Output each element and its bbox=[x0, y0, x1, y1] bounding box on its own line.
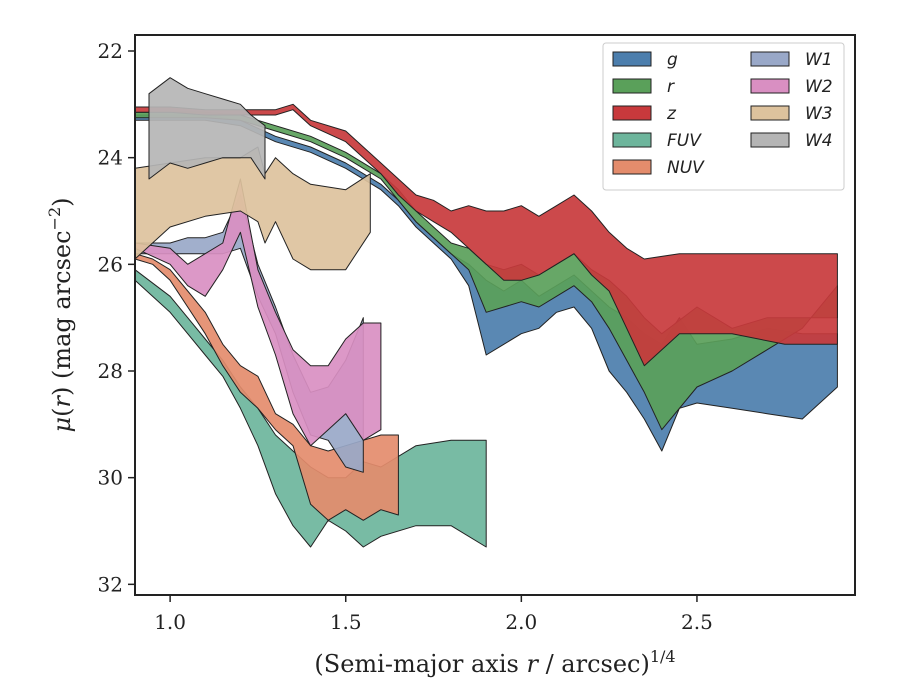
legend-swatch-z bbox=[612, 105, 652, 121]
legend-swatch-w3 bbox=[750, 105, 790, 121]
band-w4 bbox=[148, 77, 266, 180]
legend-label-w2: W2 bbox=[805, 77, 833, 97]
legend-label-w1: W1 bbox=[805, 50, 833, 70]
x-tick-label: 1.5 bbox=[330, 610, 362, 634]
legend-swatch-w1 bbox=[750, 51, 790, 67]
y-tick-label: 24 bbox=[98, 146, 123, 170]
legend-label-z: z bbox=[666, 104, 677, 124]
axis-ticks: 1.0 1.5 2.0 2.5 22 24 26 28 30 32 bbox=[98, 39, 713, 634]
legend-label-w3: W3 bbox=[805, 104, 833, 124]
x-tick-label: 1.0 bbox=[154, 610, 186, 634]
y-tick-label: 28 bbox=[98, 359, 123, 383]
y-tick-label: 26 bbox=[98, 252, 123, 276]
plot-frame bbox=[134, 34, 856, 596]
legend-label-nuv: NUV bbox=[667, 158, 705, 178]
legend-label-r: r bbox=[667, 77, 675, 97]
legend-swatch-fuv bbox=[612, 132, 652, 148]
band-nuv bbox=[134, 253, 399, 521]
x-axis-label: (Semi-major axis r / arcsec)1/4 bbox=[314, 647, 675, 678]
x-tick-label: 2.5 bbox=[681, 610, 713, 634]
legend-swatch-w2 bbox=[750, 78, 790, 94]
legend-swatch-w4 bbox=[750, 132, 790, 148]
y-tick-label: 30 bbox=[98, 466, 123, 490]
y-tick-label: 32 bbox=[98, 572, 123, 596]
legend-swatch-r bbox=[612, 78, 652, 94]
legend-swatch-nuv bbox=[612, 159, 652, 175]
legend-label-fuv: FUV bbox=[667, 131, 702, 151]
y-axis-label: μ(r) (mag arcsec−2) bbox=[45, 197, 76, 432]
legend-label-w4: W4 bbox=[805, 131, 833, 151]
band-z bbox=[134, 103, 838, 367]
legend: grz FUV NUV W1 W2 W3 W4 bbox=[602, 42, 845, 191]
y-tick-label: 22 bbox=[98, 39, 123, 63]
series-bands bbox=[134, 77, 838, 548]
legend-swatch-g bbox=[612, 51, 652, 67]
x-tick-label: 2.0 bbox=[505, 610, 537, 634]
legend-label-g: g bbox=[667, 50, 678, 70]
